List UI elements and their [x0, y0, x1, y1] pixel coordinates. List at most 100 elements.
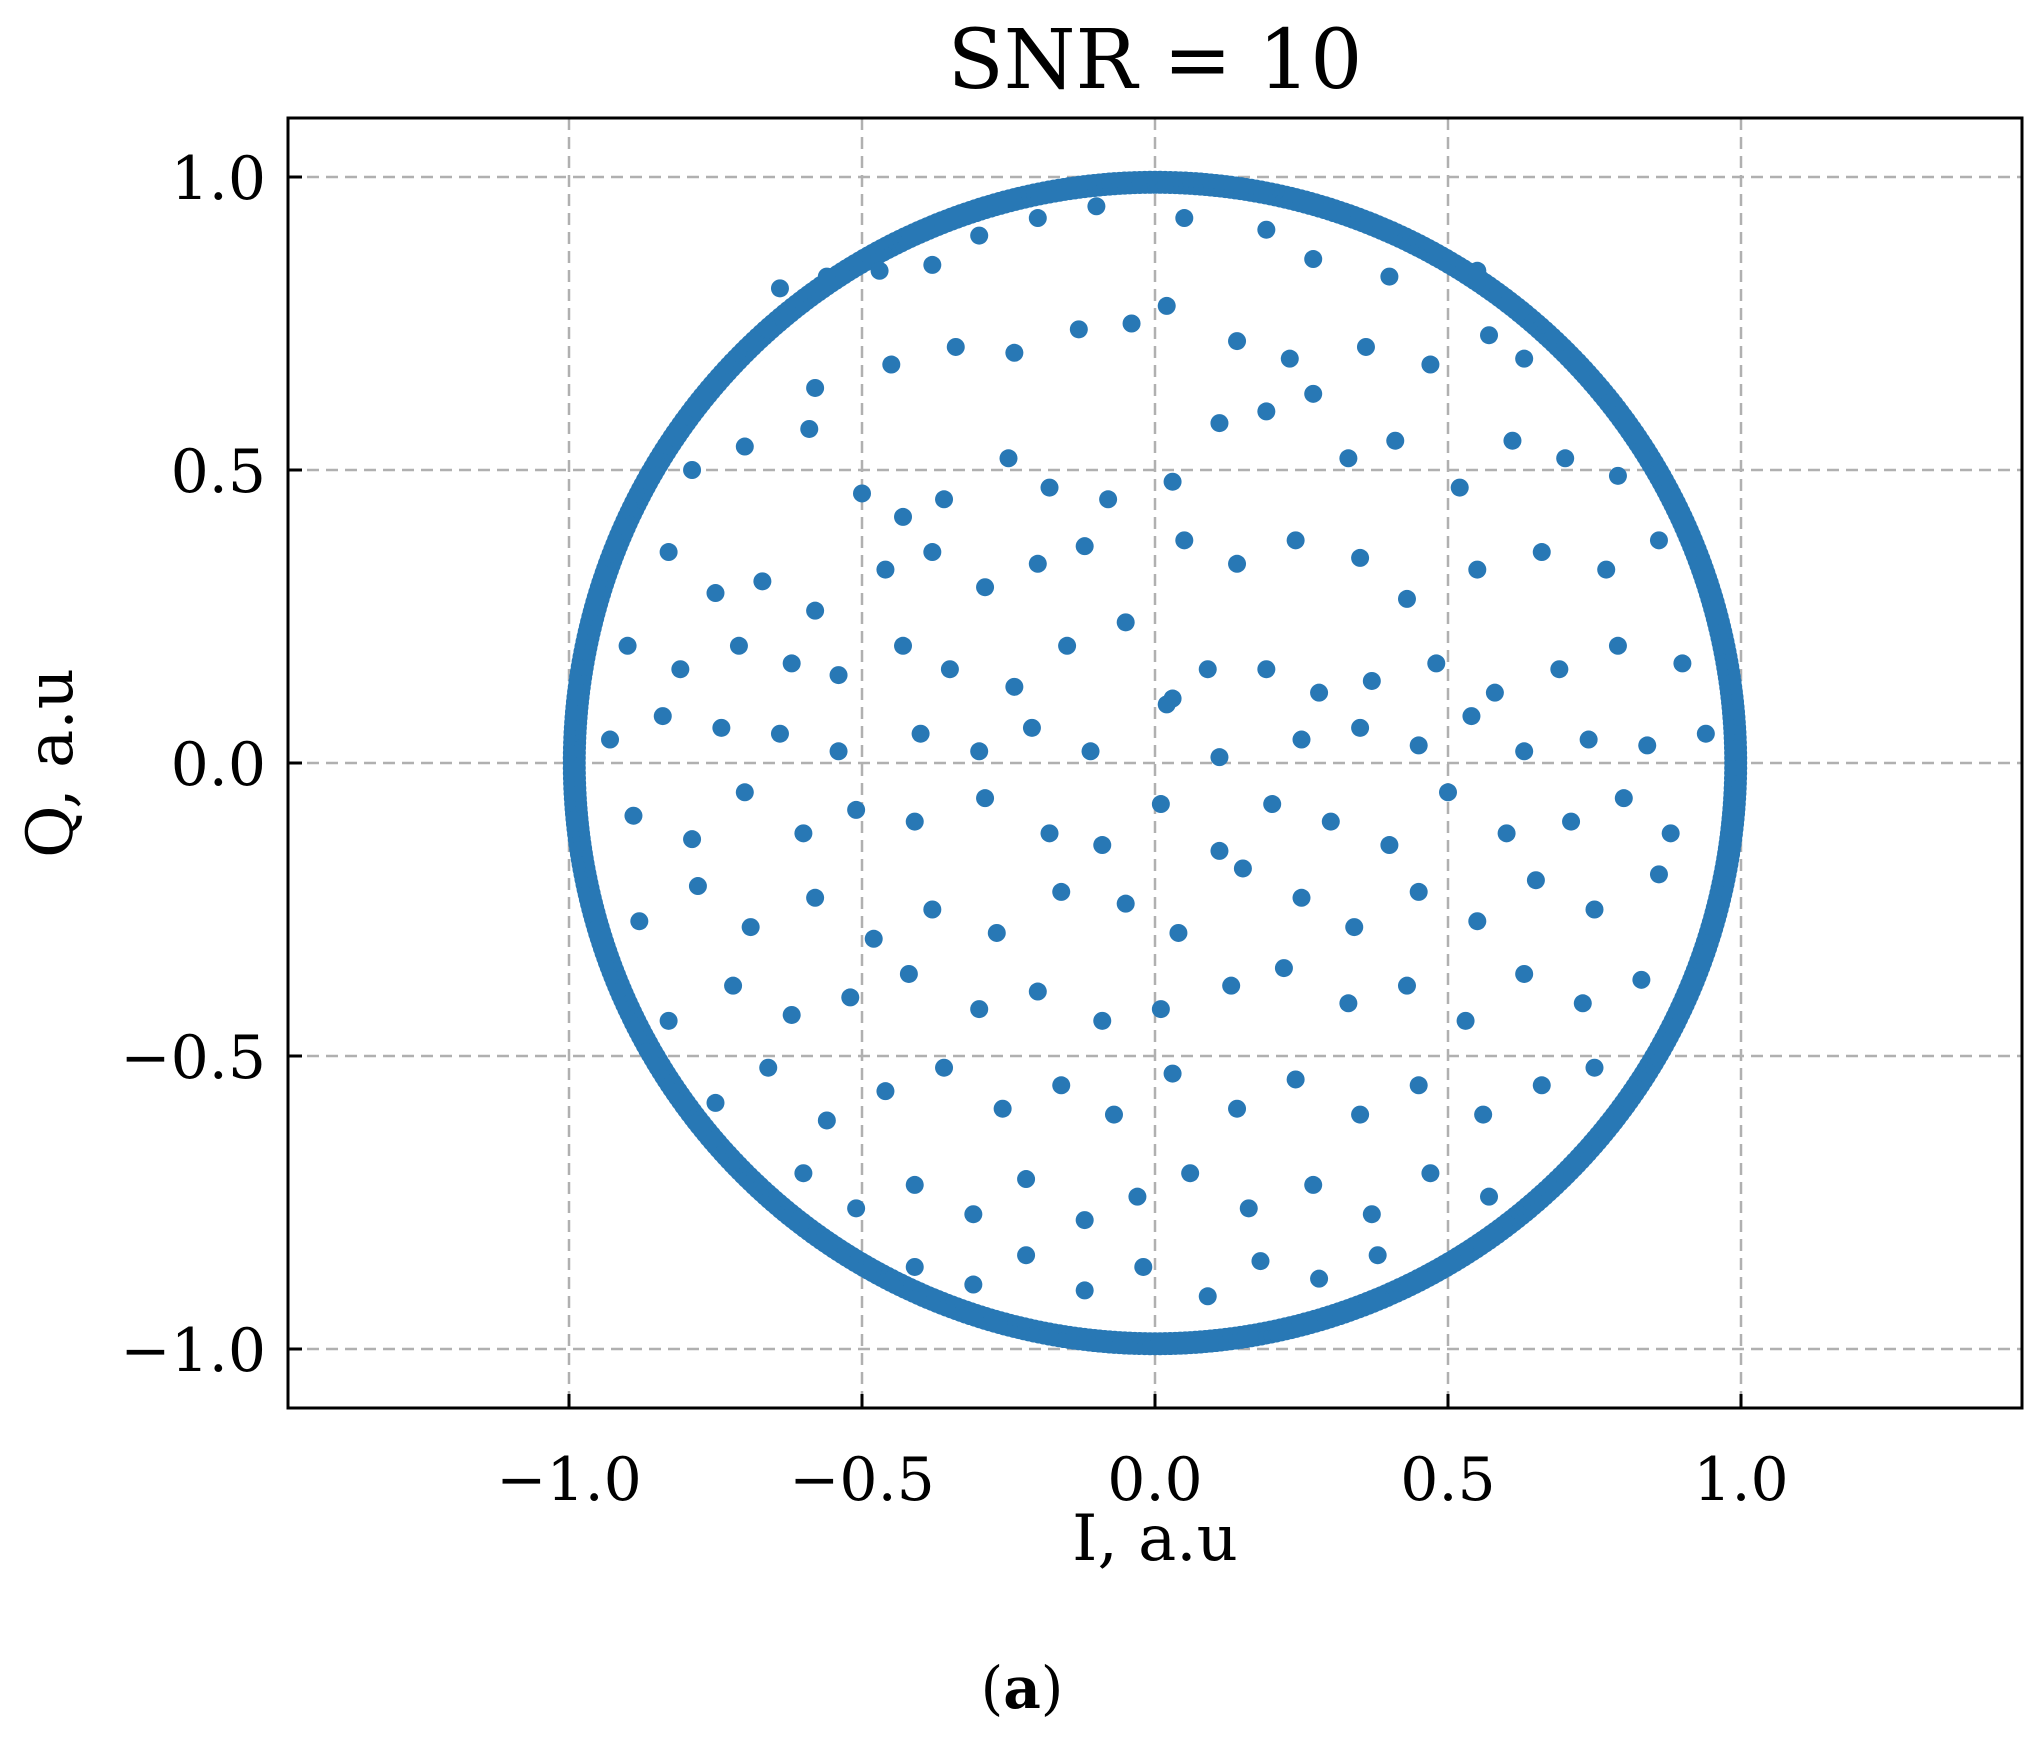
data-point: [905, 812, 924, 831]
data-point: [1099, 490, 1118, 509]
data-point: [1597, 560, 1616, 579]
data-point: [829, 666, 848, 685]
data-point: [1362, 671, 1381, 690]
data-point: [1673, 654, 1692, 673]
data-point: [847, 1199, 866, 1218]
plot-points: [562, 170, 1748, 1356]
data-point: [806, 378, 825, 397]
data-point: [759, 1058, 778, 1077]
data-point: [1310, 1269, 1329, 1288]
data-point: [970, 742, 989, 761]
data-point: [806, 601, 825, 620]
data-point: [829, 742, 848, 761]
data-point: [1286, 531, 1305, 550]
data-point: [1351, 548, 1370, 567]
y-tick-label: −1.0: [120, 1316, 266, 1386]
data-point: [1222, 976, 1241, 995]
data-point: [1210, 841, 1229, 860]
data-point: [1427, 654, 1446, 673]
data-point: [1280, 349, 1299, 368]
data-point: [1532, 543, 1551, 562]
data-point: [1093, 836, 1112, 855]
data-point: [1257, 660, 1276, 679]
data-point: [1052, 882, 1071, 901]
data-point: [735, 437, 754, 456]
data-point: [1310, 683, 1329, 702]
data-point: [1251, 1252, 1270, 1271]
data-point: [1397, 976, 1416, 995]
data-point: [800, 419, 819, 438]
data-point: [1368, 1246, 1387, 1265]
data-point: [741, 918, 760, 937]
data-point: [601, 730, 620, 749]
data-point: [1468, 912, 1487, 931]
data-point: [1696, 724, 1715, 743]
data-point: [853, 484, 871, 503]
data-point: [1503, 431, 1522, 450]
data-point: [1116, 894, 1135, 913]
data-point: [1163, 1064, 1182, 1083]
caption-close: ): [1041, 1654, 1064, 1722]
data-point: [1526, 871, 1545, 890]
x-axis-label: I, a.u: [1072, 1502, 1238, 1576]
data-point: [1474, 1105, 1493, 1124]
data-point: [1134, 1257, 1153, 1276]
data-point: [1409, 736, 1428, 755]
data-point: [1181, 1164, 1200, 1183]
data-point: [1532, 1076, 1551, 1095]
data-point: [1163, 689, 1182, 708]
data-point: [1304, 250, 1323, 269]
x-tick-label: 0.0: [1107, 1445, 1202, 1515]
data-point: [970, 1000, 989, 1019]
figure-caption: (a): [981, 1654, 1064, 1722]
data-point: [1380, 836, 1399, 855]
data-point: [1239, 1199, 1258, 1218]
data-point: [1562, 812, 1581, 831]
data-point: [1397, 589, 1416, 608]
data-point: [759, 320, 778, 339]
data-point: [770, 279, 789, 298]
data-point: [1233, 859, 1252, 878]
data-point: [1362, 1205, 1381, 1224]
data-point: [1439, 783, 1457, 802]
data-point: [1028, 554, 1047, 573]
data-point: [1028, 209, 1047, 228]
x-tick-label: 1.0: [1693, 1445, 1788, 1515]
data-point: [1292, 730, 1311, 749]
data-point: [864, 929, 883, 948]
data-point: [1052, 1076, 1071, 1095]
data-point: [1228, 1099, 1247, 1118]
data-point: [1585, 900, 1604, 919]
data-point: [1151, 795, 1170, 814]
data-point: [806, 888, 825, 907]
data-point: [1356, 337, 1375, 356]
data-point: [1339, 449, 1358, 468]
data-point: [946, 337, 965, 356]
data-point: [1198, 660, 1217, 679]
caption-open: (: [981, 1654, 1004, 1722]
data-point: [1485, 683, 1504, 702]
data-point: [987, 923, 1006, 942]
data-point: [683, 830, 702, 849]
data-point: [1198, 1287, 1217, 1306]
data-point: [1040, 824, 1059, 843]
data-point: [1573, 994, 1592, 1013]
data-point: [1210, 748, 1229, 767]
data-point: [870, 261, 889, 280]
data-point: [1175, 209, 1194, 228]
data-point: [1345, 918, 1364, 937]
data-point: [1339, 994, 1358, 1013]
data-point: [729, 636, 748, 655]
caption-letter: a: [1003, 1654, 1041, 1722]
y-tick-label: −0.5: [120, 1023, 266, 1093]
data-point: [976, 789, 995, 808]
data-point: [905, 1257, 924, 1276]
data-point: [1409, 1076, 1428, 1095]
data-point: [1075, 537, 1094, 556]
data-point: [671, 660, 690, 679]
data-point: [1497, 824, 1516, 843]
ring-point: [1731, 760, 1748, 777]
data-point: [1069, 320, 1088, 339]
data-point: [1075, 1281, 1094, 1300]
data-point: [683, 461, 702, 479]
